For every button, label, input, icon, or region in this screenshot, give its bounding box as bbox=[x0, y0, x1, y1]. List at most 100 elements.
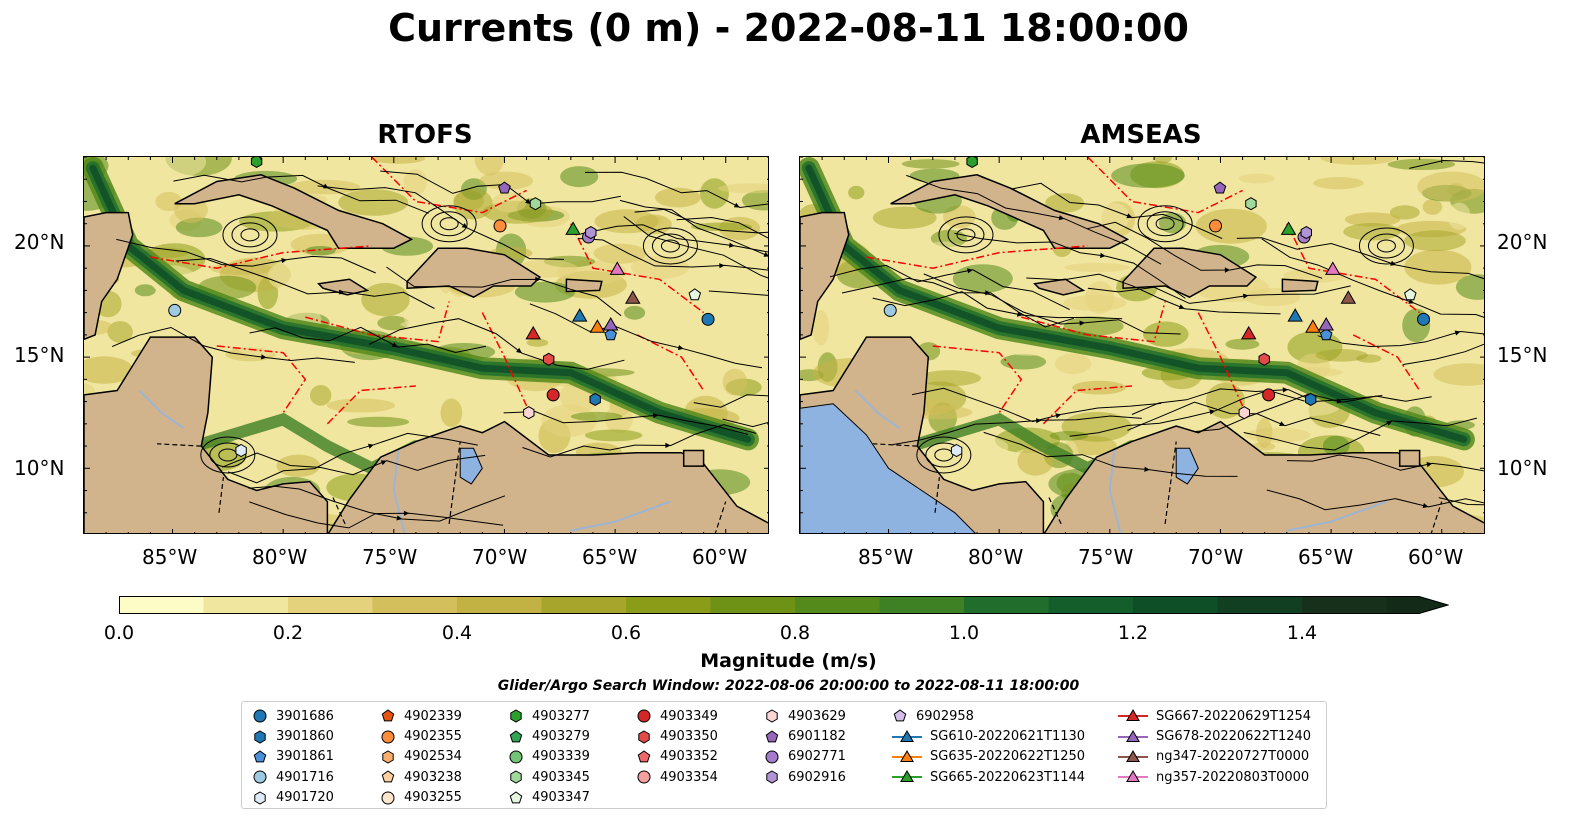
glider-marker[interactable] bbox=[1305, 319, 1321, 333]
argo-float-marker[interactable] bbox=[498, 181, 511, 194]
eddy-streamline bbox=[1137, 205, 1193, 243]
argo-float-marker[interactable] bbox=[493, 219, 507, 233]
glider-marker[interactable] bbox=[565, 221, 581, 235]
streamline bbox=[983, 431, 1238, 477]
glider-marker[interactable] bbox=[1280, 221, 1297, 235]
argo-float-marker[interactable] bbox=[543, 352, 555, 366]
speed-patch bbox=[1447, 202, 1471, 230]
argo-float-marker[interactable] bbox=[1319, 328, 1333, 341]
colorbar-segment bbox=[964, 596, 1049, 614]
argo-float-marker[interactable] bbox=[1300, 226, 1312, 240]
glider-marker[interactable] bbox=[625, 290, 641, 304]
argo-float-marker[interactable] bbox=[168, 303, 182, 317]
argo-float-marker[interactable] bbox=[1305, 392, 1317, 406]
argo-float-marker[interactable] bbox=[950, 443, 963, 458]
speed-patch bbox=[1417, 171, 1484, 202]
colorbar-segment bbox=[795, 596, 880, 614]
speed-patch bbox=[1322, 435, 1350, 456]
eddy-streamline bbox=[240, 228, 260, 242]
amseas-map-panel[interactable] bbox=[799, 156, 1485, 534]
colorbar-segment bbox=[541, 596, 627, 614]
float-legend-icon bbox=[382, 750, 394, 764]
eddy-streamline bbox=[1358, 227, 1414, 265]
argo-float-marker[interactable] bbox=[529, 197, 542, 211]
argo-float-marker[interactable] bbox=[1245, 197, 1257, 211]
streamline bbox=[173, 174, 429, 214]
speed-patch bbox=[134, 284, 156, 297]
lat-tick-left-10n: 10°N bbox=[14, 456, 65, 480]
streamline bbox=[1438, 497, 1484, 506]
glider-marker[interactable] bbox=[602, 317, 619, 331]
speed-patch bbox=[1256, 418, 1273, 448]
streamline-arrow bbox=[380, 460, 387, 466]
streamline bbox=[1409, 159, 1484, 169]
legend-item: SG678-20220622T1240 bbox=[1118, 726, 1311, 746]
argo-float-marker[interactable] bbox=[546, 388, 560, 402]
legend-item: 4903350 bbox=[636, 726, 718, 746]
colorbar-segment bbox=[203, 596, 289, 614]
eez-boundary bbox=[570, 223, 705, 314]
streamline bbox=[893, 415, 1142, 445]
argo-float-marker[interactable] bbox=[1213, 181, 1227, 194]
streamline-arrow bbox=[281, 258, 287, 264]
legend-item: 4903629 bbox=[764, 706, 846, 726]
lon-tick-left-85w: 85°W bbox=[142, 545, 198, 569]
colorbar-tick: 1.2 bbox=[1117, 622, 1149, 644]
streamline-arrow bbox=[1079, 320, 1086, 326]
streamline-arrow bbox=[967, 268, 973, 274]
legend-label: 4901720 bbox=[276, 790, 334, 806]
argo-float-marker[interactable] bbox=[688, 288, 702, 301]
argo-float-marker[interactable] bbox=[701, 312, 715, 326]
eez-boundary bbox=[1286, 223, 1421, 314]
argo-float-marker[interactable] bbox=[1238, 406, 1250, 420]
glider-marker[interactable] bbox=[571, 308, 588, 322]
speed-patch bbox=[1455, 274, 1484, 300]
streamline-arrow bbox=[729, 242, 735, 248]
speed-patch bbox=[492, 192, 527, 213]
argo-float-marker[interactable] bbox=[604, 328, 617, 341]
speed-patch bbox=[107, 321, 133, 343]
argo-float-marker[interactable] bbox=[883, 303, 897, 317]
streamline-arrow bbox=[1224, 267, 1231, 273]
glider-marker[interactable] bbox=[1325, 261, 1341, 275]
argo-float-marker[interactable] bbox=[966, 157, 978, 168]
glider-marker[interactable] bbox=[1318, 317, 1334, 331]
speed-patch bbox=[1389, 205, 1420, 220]
legend-column: SG667-20220629T1254 SG678-20220622T1240 ng… bbox=[1118, 706, 1311, 788]
legend-item: SG635-20220622T1250 bbox=[892, 747, 1085, 767]
argo-float-marker[interactable] bbox=[1404, 288, 1417, 301]
country-border bbox=[156, 443, 202, 447]
country-border bbox=[872, 443, 918, 447]
streamline bbox=[1026, 273, 1281, 315]
rtofs-map-panel[interactable] bbox=[83, 156, 769, 534]
argo-float-marker[interactable] bbox=[523, 406, 535, 420]
argo-float-marker[interactable] bbox=[235, 443, 247, 458]
float-legend-icon bbox=[381, 770, 395, 783]
streamline bbox=[1236, 237, 1484, 280]
float-legend-icon bbox=[381, 730, 395, 744]
glider-marker[interactable] bbox=[1340, 290, 1357, 304]
argo-float-marker[interactable] bbox=[1262, 388, 1276, 402]
land-mass bbox=[682, 449, 705, 467]
eez-boundary bbox=[1042, 385, 1132, 425]
streamline-arrow bbox=[525, 198, 531, 204]
speed-patch bbox=[372, 157, 426, 164]
river-line bbox=[570, 500, 671, 532]
argo-float-marker[interactable] bbox=[589, 392, 601, 406]
argo-float-marker[interactable] bbox=[1258, 352, 1270, 366]
colorbar-segment bbox=[457, 596, 542, 614]
argo-float-marker[interactable] bbox=[250, 157, 263, 168]
argo-float-marker[interactable] bbox=[1417, 312, 1431, 326]
streamline-arrow bbox=[396, 515, 403, 521]
speed-patch bbox=[560, 166, 599, 188]
glider-marker[interactable] bbox=[589, 319, 606, 333]
glider-marker[interactable] bbox=[525, 325, 541, 340]
glider-marker[interactable] bbox=[1240, 325, 1257, 340]
glider-marker[interactable] bbox=[609, 261, 626, 275]
colorbar-segment bbox=[119, 596, 204, 614]
argo-float-marker[interactable] bbox=[585, 226, 597, 240]
legend-label: 4902355 bbox=[404, 729, 462, 745]
glider-marker[interactable] bbox=[1287, 308, 1303, 322]
argo-float-marker[interactable] bbox=[1209, 219, 1223, 233]
legend-label: 4903255 bbox=[404, 790, 462, 806]
